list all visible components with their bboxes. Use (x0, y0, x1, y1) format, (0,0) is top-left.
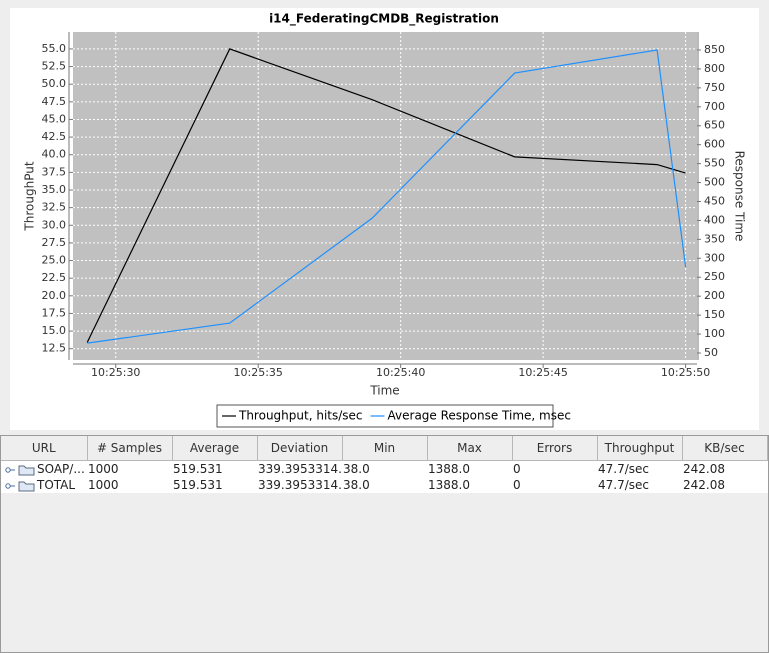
column-header[interactable]: # Samples (87, 436, 173, 461)
chart-title: i14_FederatingCMDB_Registration (269, 12, 499, 27)
y2-tick-label: 750 (704, 81, 725, 94)
table-cell: 519.531 (173, 462, 223, 476)
y-tick-label: 55.0 (42, 42, 67, 55)
y-tick-label: 42.5 (42, 130, 67, 143)
table-row[interactable]: TOTAL 1000 519.531 339.3953314... 38.0 1388.0… (1, 477, 767, 493)
x-tick-label: 10:25:40 (376, 366, 425, 379)
column-header[interactable]: URL (1, 436, 88, 461)
results-table-panel: URL # Samples Average Deviation Min Max Errors… (0, 435, 769, 653)
legend-box (216, 404, 554, 428)
y2-tick-label: 500 (704, 176, 725, 189)
table-cell: TOTAL (1, 477, 87, 493)
x-tick-label: 10:25:35 (234, 366, 283, 379)
table-cell: 242.08 (683, 478, 725, 492)
y-tick-label: 37.5 (42, 165, 67, 178)
y2-tick-label: 350 (704, 232, 725, 245)
chart: i14_FederatingCMDB_Registration Time Thr… (10, 8, 759, 430)
y-tick-label: 45.0 (42, 112, 67, 125)
y2-tick-label: 650 (704, 119, 725, 132)
table-cell: 1000 (88, 478, 119, 492)
y2-tick-label: 600 (704, 138, 725, 151)
y-tick-label: 50.0 (42, 77, 67, 90)
table-cell: 47.7/sec (598, 462, 649, 476)
table-cell: 1388.0 (428, 462, 470, 476)
table-cell: 47.7/sec (598, 478, 649, 492)
table-cell: 1388.0 (428, 478, 470, 492)
column-header[interactable]: Min (342, 436, 428, 461)
y2-tick-label: 200 (704, 289, 725, 302)
table-cell: 519.531 (173, 478, 223, 492)
y-tick-label: 17.5 (42, 306, 67, 319)
tree-icons (5, 481, 35, 491)
y2-tick-label: 300 (704, 251, 725, 264)
y-tick-label: 20.0 (42, 289, 67, 302)
y2-tick-label: 700 (704, 100, 725, 113)
y2-tick-label: 150 (704, 308, 725, 321)
column-header[interactable]: Throughput (597, 436, 683, 461)
table-cell: 242.08 (683, 462, 725, 476)
column-header[interactable]: Deviation (257, 436, 343, 461)
x-tick-label: 10:25:30 (91, 366, 140, 379)
y2-tick-label: 550 (704, 157, 725, 170)
table-cell: 38.0 (343, 462, 370, 476)
y-axis-label: ThroughPut (23, 161, 37, 231)
y-tick-label: 25.0 (42, 254, 67, 267)
y2-tick-label: 50 (704, 346, 718, 359)
plot-area (73, 32, 697, 360)
table-row[interactable]: SOAP/... 1000 519.531 339.3953314... 38.0 138… (1, 461, 767, 478)
y2-tick-label: 250 (704, 270, 725, 283)
column-header[interactable]: KB/sec (682, 436, 768, 461)
results-table: URL # Samples Average Deviation Min Max Errors… (1, 436, 768, 493)
table-cell: 0 (513, 478, 521, 492)
y2-tick-label: 850 (704, 43, 725, 56)
x-tick-label: 10:25:50 (661, 366, 710, 379)
y2-tick-label: 800 (704, 62, 725, 75)
y2-axis-label: Response Time (733, 151, 747, 242)
y2-tick-label: 100 (704, 327, 725, 340)
y-tick-label: 12.5 (42, 342, 67, 355)
y2-tick-label: 400 (704, 213, 725, 226)
table-cell: 339.3953314... (258, 478, 342, 492)
y-tick-label: 15.0 (42, 324, 67, 337)
y-tick-label: 52.5 (42, 60, 67, 73)
column-header[interactable]: Max (427, 436, 513, 461)
y-tick-label: 32.5 (42, 201, 67, 214)
legend-label: Average Response Time, msec (388, 409, 571, 423)
table-cell: 0 (513, 462, 521, 476)
y-tick-label: 27.5 (42, 236, 67, 249)
y-tick-label: 40.0 (42, 148, 67, 161)
table-cell: SOAP/... (1, 461, 87, 478)
tree-icons (5, 465, 35, 475)
legend-label: Throughput, hits/sec (238, 409, 363, 423)
y2-tick-label: 450 (704, 194, 725, 207)
x-tick-label: 10:25:45 (518, 366, 567, 379)
y-tick-label: 22.5 (42, 271, 67, 284)
url-label: TOTAL (37, 478, 76, 492)
series-line (86, 48, 686, 343)
table-cell: 339.3953314... (258, 462, 342, 476)
url-label: SOAP/... (37, 462, 85, 476)
table-cell: 1000 (88, 462, 119, 476)
table-cell: 38.0 (343, 478, 370, 492)
table-header: URL # Samples Average Deviation Min Max Errors… (1, 436, 768, 461)
column-header[interactable]: Errors (512, 436, 598, 461)
y-tick-label: 30.0 (42, 218, 67, 231)
x-axis-label: Time (369, 384, 399, 398)
y-tick-label: 47.5 (42, 95, 67, 108)
y-tick-label: 35.0 (42, 183, 67, 196)
column-header[interactable]: Average (172, 436, 258, 461)
series-line (87, 49, 687, 344)
